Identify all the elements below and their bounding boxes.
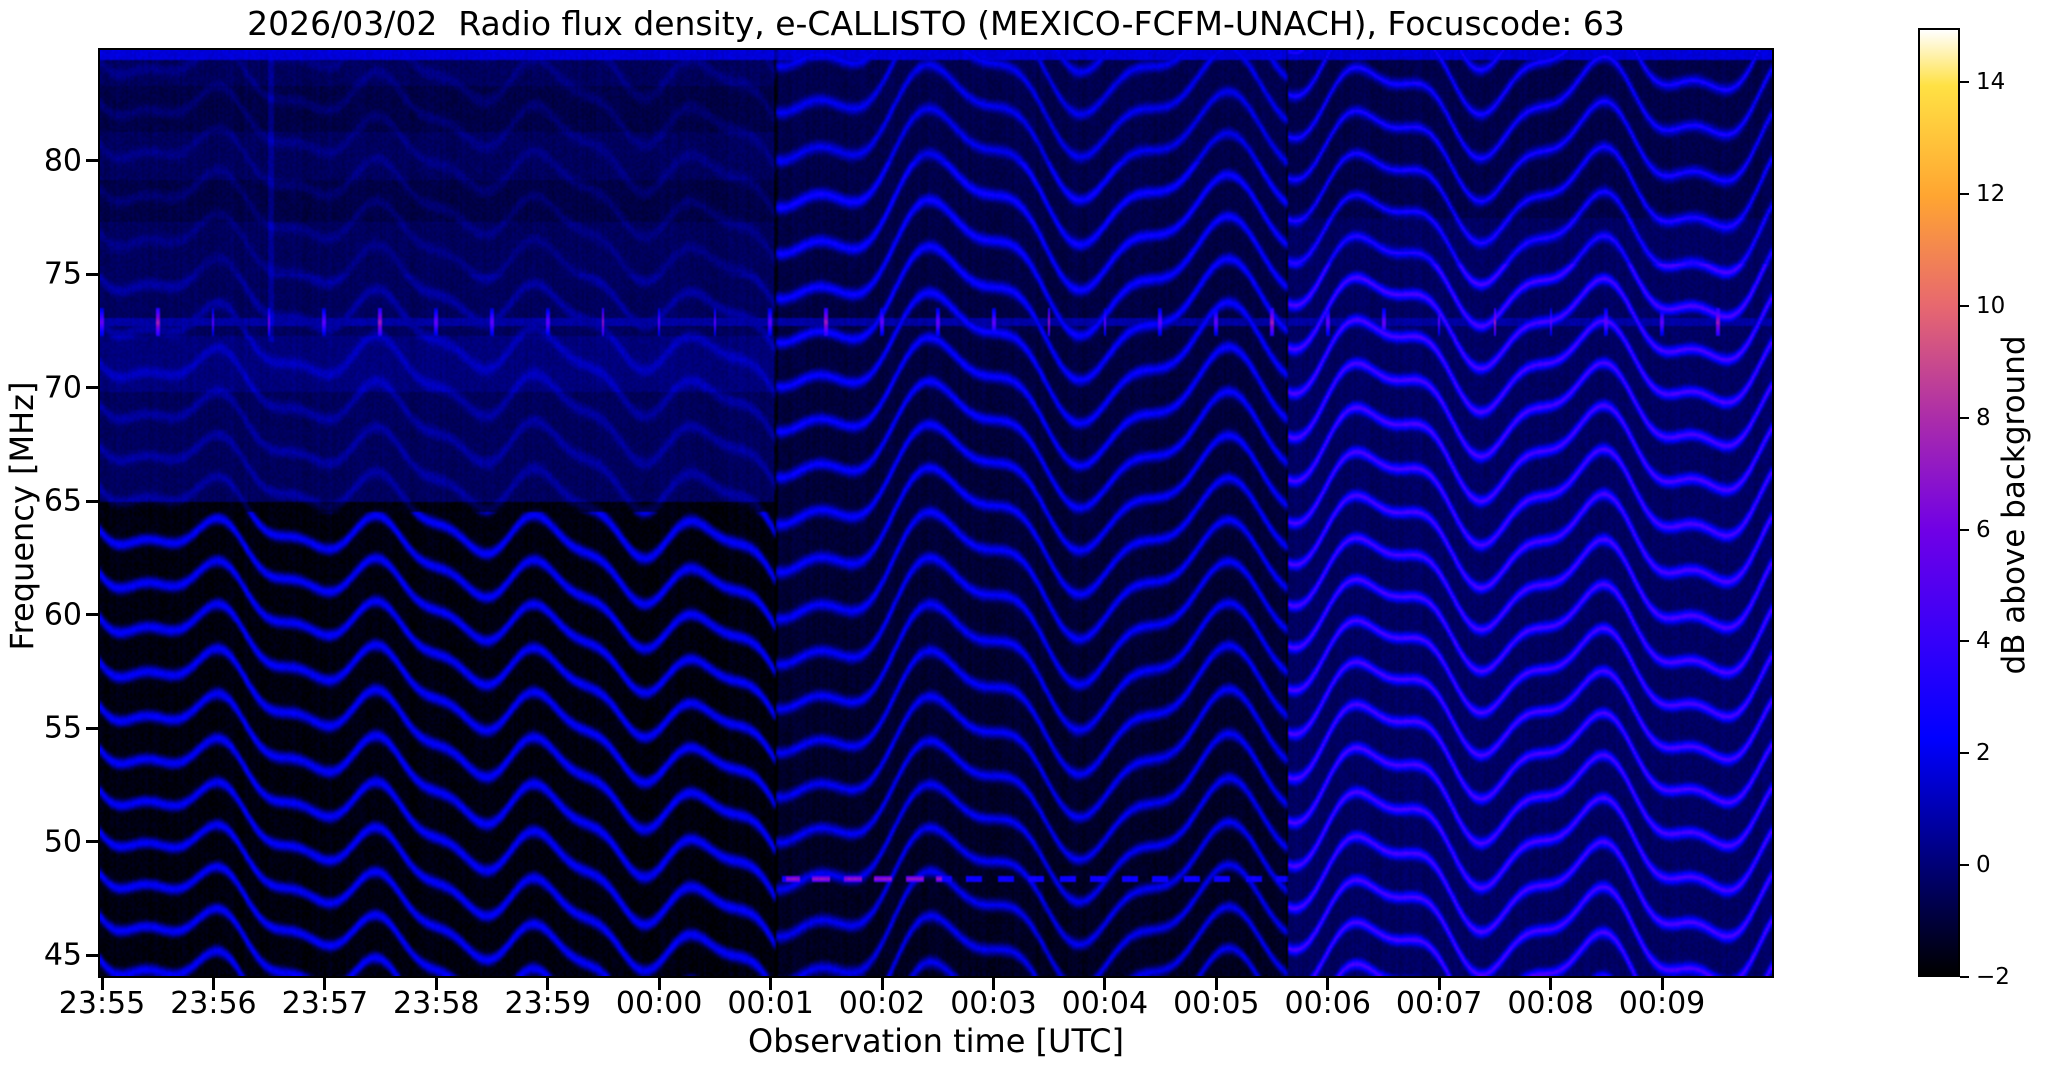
colorbar-tick-mark xyxy=(1960,976,1969,978)
y-tick-label: 65 xyxy=(44,484,82,519)
colorbar-tick-label: 2 xyxy=(1976,740,1991,766)
y-tick-label: 55 xyxy=(44,711,82,746)
y-tick-label: 60 xyxy=(44,597,82,632)
colorbar-tick-label: 12 xyxy=(1976,181,2005,207)
y-tick-mark xyxy=(86,500,100,503)
spectrogram-image xyxy=(100,50,1772,976)
colorbar xyxy=(1918,28,1960,977)
colorbar-tick-label: −2 xyxy=(1976,964,2010,990)
colorbar-tick-mark xyxy=(1960,81,1969,83)
y-tick-mark xyxy=(86,840,100,843)
colorbar-tick-mark xyxy=(1960,529,1969,531)
x-tick-label: 00:07 xyxy=(1396,986,1482,1021)
y-tick-mark xyxy=(86,386,100,389)
colorbar-tick-mark xyxy=(1960,752,1969,754)
x-tick-label: 00:00 xyxy=(616,986,702,1021)
x-tick-label: 00:02 xyxy=(839,986,925,1021)
colorbar-tick-label: 0 xyxy=(1976,852,1991,878)
colorbar-tick-mark xyxy=(1960,417,1969,419)
y-tick-mark xyxy=(86,954,100,957)
y-tick-mark xyxy=(86,159,100,162)
x-tick-label: 00:04 xyxy=(1062,986,1148,1021)
y-tick-label: 75 xyxy=(44,257,82,292)
colorbar-tick-mark xyxy=(1960,305,1969,307)
colorbar-tick-label: 6 xyxy=(1976,517,1991,543)
x-tick-label: 00:09 xyxy=(1619,986,1705,1021)
y-tick-mark xyxy=(86,273,100,276)
x-tick-label: 23:56 xyxy=(170,986,256,1021)
x-tick-label: 00:08 xyxy=(1507,986,1593,1021)
colorbar-tick-label: 14 xyxy=(1976,69,2005,95)
x-tick-label: 23:58 xyxy=(393,986,479,1021)
y-tick-label: 45 xyxy=(44,938,82,973)
colorbar-label: dB above background xyxy=(1996,305,2032,705)
y-tick-label: 50 xyxy=(44,824,82,859)
colorbar-tick-mark xyxy=(1960,193,1969,195)
x-tick-label: 00:03 xyxy=(950,986,1036,1021)
colorbar-tick-mark xyxy=(1960,640,1969,642)
y-tick-label: 70 xyxy=(44,370,82,405)
x-tick-label: 23:57 xyxy=(282,986,368,1021)
x-tick-label: 23:59 xyxy=(504,986,590,1021)
x-tick-label: 00:05 xyxy=(1173,986,1259,1021)
x-tick-label: 00:01 xyxy=(727,986,813,1021)
colorbar-tick-mark xyxy=(1960,864,1969,866)
x-tick-label: 23:55 xyxy=(59,986,145,1021)
y-tick-label: 80 xyxy=(44,143,82,178)
x-tick-label: 00:06 xyxy=(1284,986,1370,1021)
plot-area xyxy=(98,48,1774,978)
y-axis-label: Frequency [MHz] xyxy=(3,316,41,716)
colorbar-tick-label: 4 xyxy=(1976,628,1991,654)
plot-title: 2026/03/02 Radio flux density, e-CALLIST… xyxy=(0,4,1872,43)
colorbar-tick-label: 8 xyxy=(1976,405,1991,431)
y-tick-mark xyxy=(86,727,100,730)
y-tick-mark xyxy=(86,613,100,616)
x-axis-label: Observation time [UTC] xyxy=(0,1022,1872,1060)
figure-canvas: { "chart_data": { "type": "heatmap", "ti… xyxy=(0,0,2047,1067)
